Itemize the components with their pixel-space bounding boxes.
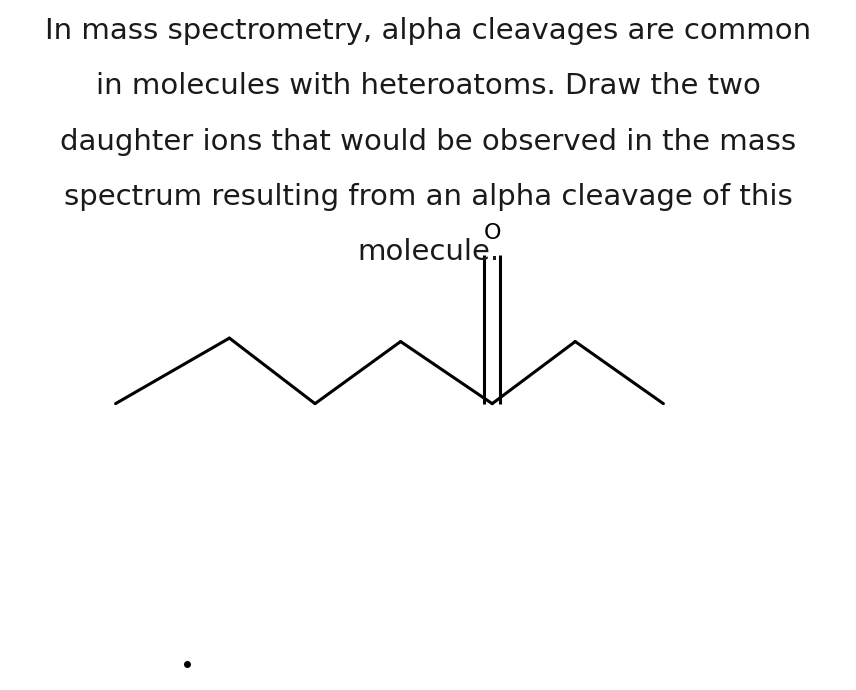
- Text: In mass spectrometry, alpha cleavages are common: In mass spectrometry, alpha cleavages ar…: [45, 17, 811, 46]
- Text: daughter ions that would be observed in the mass: daughter ions that would be observed in …: [60, 128, 796, 156]
- Text: molecule.: molecule.: [357, 238, 499, 266]
- Text: O: O: [484, 223, 501, 243]
- Text: in molecules with heteroatoms. Draw the two: in molecules with heteroatoms. Draw the …: [96, 72, 760, 101]
- Text: spectrum resulting from an alpha cleavage of this: spectrum resulting from an alpha cleavag…: [63, 183, 793, 211]
